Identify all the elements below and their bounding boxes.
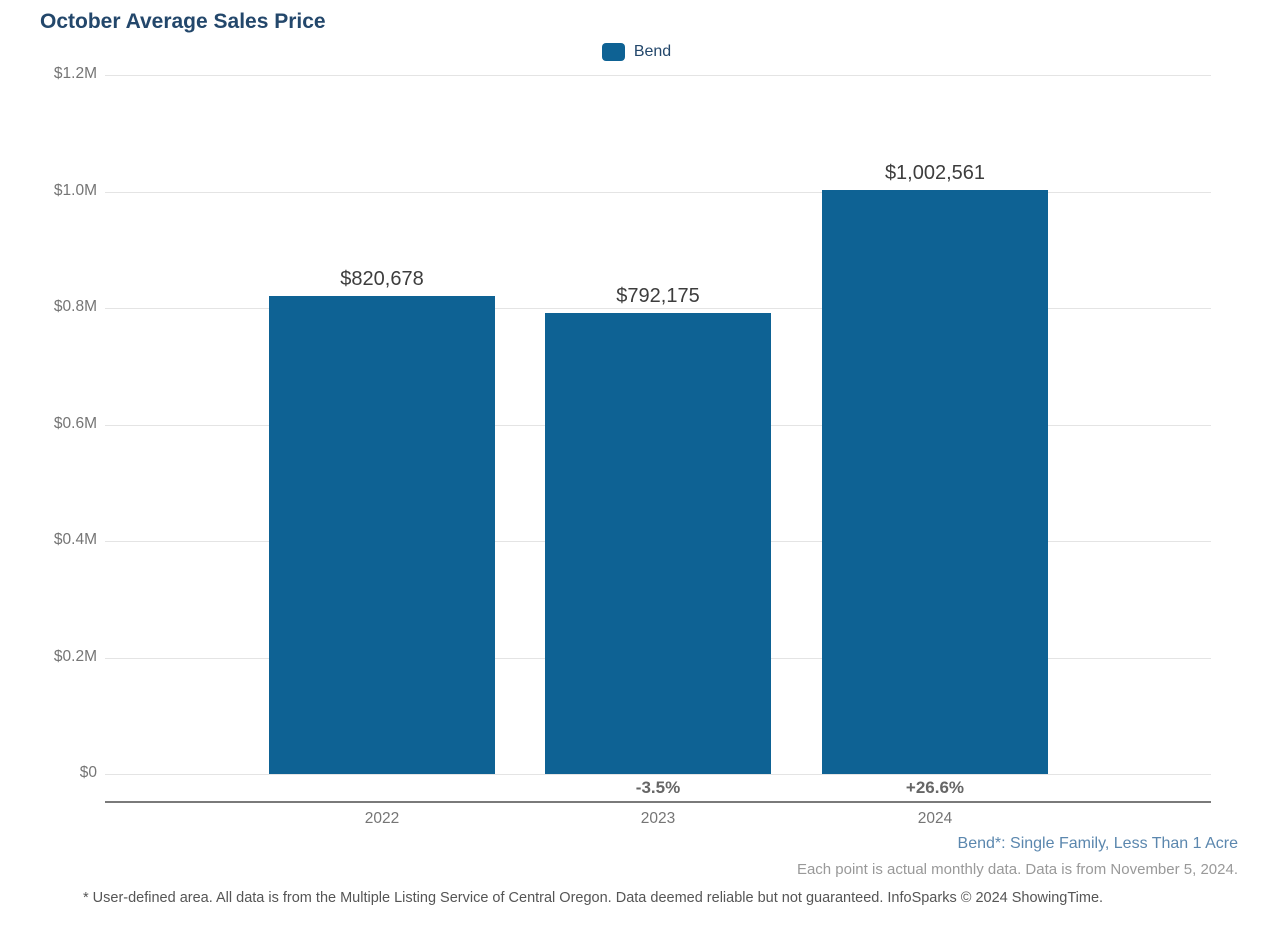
y-tick-label-$1.0M: $1.0M — [53, 182, 97, 199]
x-axis-label-2024: 2024 — [917, 810, 953, 827]
legend-swatch-bend[interactable] — [601, 43, 625, 61]
value-label-2022: $820,678 — [340, 268, 424, 290]
gridline-$0 — [105, 774, 1211, 775]
y-tick-label-$0.4M: $0.4M — [53, 531, 97, 548]
gridline-$0.8M — [105, 308, 1211, 309]
value-label-2024: $1,002,561 — [884, 162, 986, 184]
pct-change-label-2024: +26.6% — [905, 778, 965, 797]
y-tick-label-$1.2M: $1.2M — [53, 65, 97, 82]
x-axis-labels: 2022 2023 2024 — [0, 810, 1273, 830]
y-tick-label-$0: $0 — [79, 764, 97, 781]
disclaimer-note: * User-defined area. All data is from th… — [83, 890, 1104, 906]
y-tick-label-$0.2M: $0.2M — [53, 648, 97, 665]
bar-2022[interactable] — [269, 296, 495, 774]
gridline-$1.2M — [105, 75, 1211, 76]
legend-label-bend: Bend — [633, 43, 672, 60]
gridline-$1.0M — [105, 192, 1211, 193]
value-label-2023: $792,175 — [616, 285, 700, 307]
series-definition-note: Bend*: Single Family, Less Than 1 Acre — [957, 835, 1238, 852]
bar-2023[interactable] — [545, 313, 771, 774]
x-axis-line — [105, 801, 1211, 803]
x-axis-label-2023: 2023 — [640, 810, 676, 827]
plot-area: $820,678 $792,175 $1,002,561 — [105, 75, 1211, 775]
legend[interactable]: Bend — [0, 41, 1273, 63]
pct-change-row: -3.5% +26.6% — [0, 778, 1273, 800]
chart-title: October Average Sales Price — [40, 10, 326, 33]
pct-change-label-2023: -3.5% — [635, 778, 681, 797]
y-tick-label-$0.8M: $0.8M — [53, 298, 97, 315]
bar-2024[interactable] — [822, 190, 1048, 774]
data-source-note: Each point is actual monthly data. Data … — [796, 861, 1238, 878]
x-axis-label-2022: 2022 — [364, 810, 400, 827]
y-tick-label-$0.6M: $0.6M — [53, 415, 97, 432]
